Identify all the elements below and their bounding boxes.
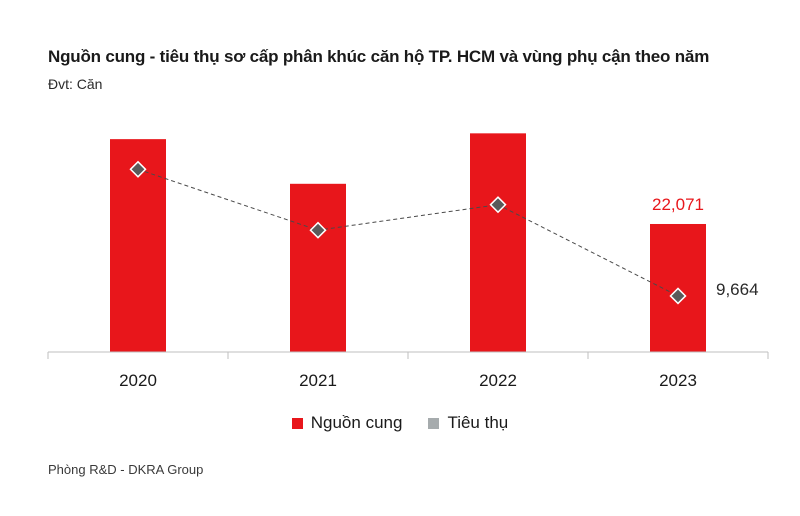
legend-label-consumption: Tiêu thụ — [447, 413, 509, 432]
marker-consumption-2023 — [669, 287, 687, 305]
unit-label: Đvt: Căn — [48, 76, 103, 92]
bar-supply-2021 — [290, 183, 346, 352]
marker-consumption-2021 — [309, 221, 327, 239]
marker-consumption-2020 — [129, 160, 147, 178]
source-note: Phòng R&D - DKRA Group — [48, 462, 204, 477]
legend-swatch-supply — [291, 417, 303, 429]
x-tick-label-2021: 2021 — [299, 371, 337, 390]
chart-title: Nguồn cung - tiêu thụ sơ cấp phân khúc c… — [48, 47, 710, 66]
legend-label-supply: Nguồn cung — [310, 413, 403, 432]
legend-swatch-consumption — [428, 417, 440, 429]
x-tick-label-2022: 2022 — [479, 371, 517, 390]
legend-item-supply: Nguồn cung — [291, 413, 403, 433]
data-label-supply-2023: 22,071 — [652, 195, 704, 214]
marker-consumption-2022 — [489, 196, 507, 214]
x-tick-label-2020: 2020 — [119, 371, 157, 390]
data-label-consumption-2023: 9,664 — [716, 280, 759, 299]
bar-supply-2022 — [470, 133, 526, 352]
legend: Nguồn cung Tiêu thụ — [0, 413, 800, 433]
x-tick-label-2023: 2023 — [659, 371, 697, 390]
line-consumption — [137, 168, 679, 297]
chart: 2020 2021 2022 2023 22,071 9,664 — [47, 133, 769, 390]
legend-item-consumption: Tiêu thụ — [428, 413, 508, 433]
